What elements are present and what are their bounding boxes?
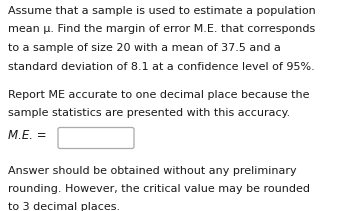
Text: mean μ. Find the margin of error M.E. that corresponds: mean μ. Find the margin of error M.E. th… bbox=[8, 24, 315, 35]
Text: Assume that a sample is used to estimate a population: Assume that a sample is used to estimate… bbox=[8, 6, 316, 16]
Text: standard deviation of 8.1 at a confidence level of 95%.: standard deviation of 8.1 at a confidenc… bbox=[8, 61, 315, 72]
Text: Answer should be obtained without any preliminary: Answer should be obtained without any pr… bbox=[8, 165, 297, 176]
Text: sample statistics are presented with this accuracy.: sample statistics are presented with thi… bbox=[8, 108, 290, 119]
Text: to 3 decimal places.: to 3 decimal places. bbox=[8, 203, 120, 211]
Text: M.E. =: M.E. = bbox=[8, 129, 47, 142]
FancyBboxPatch shape bbox=[58, 127, 134, 149]
Text: Report ME accurate to one decimal place because the: Report ME accurate to one decimal place … bbox=[8, 90, 309, 100]
Text: to a sample of size 20 with a mean of 37.5 and a: to a sample of size 20 with a mean of 37… bbox=[8, 43, 281, 53]
Text: rounding. However, the critical value may be rounded: rounding. However, the critical value ma… bbox=[8, 184, 310, 194]
